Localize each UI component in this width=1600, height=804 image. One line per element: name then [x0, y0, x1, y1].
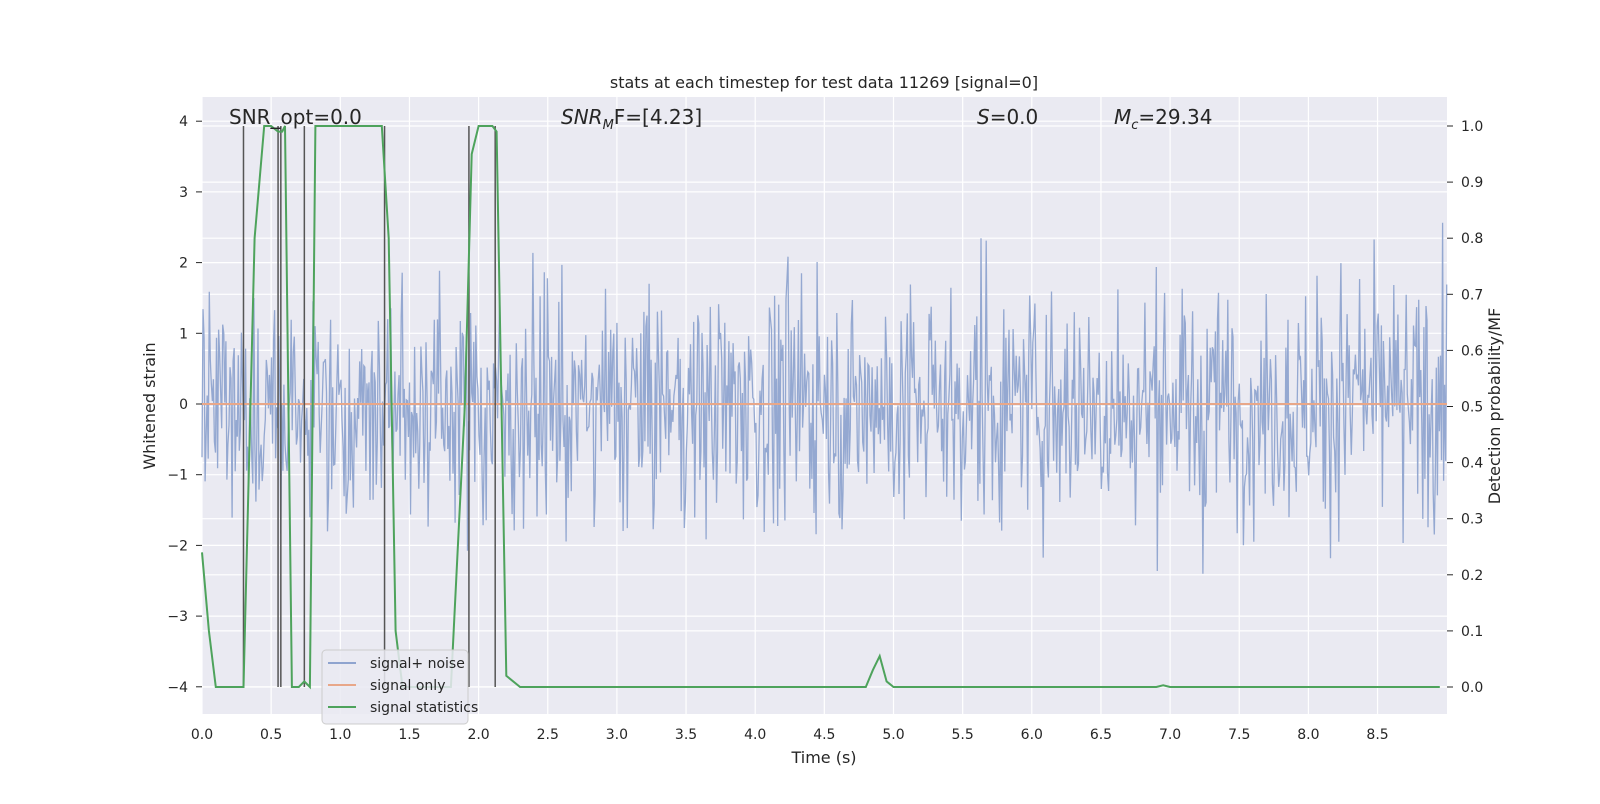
x-tick-label: 0.0 — [191, 727, 213, 743]
y2-tick-label: 0.4 — [1461, 456, 1483, 472]
chart-title: stats at each timestep for test data 112… — [610, 73, 1038, 92]
x-tick-label: 4.0 — [744, 727, 766, 743]
x-tick-label: 3.0 — [606, 727, 628, 743]
x-tick-label: 5.5 — [952, 727, 974, 743]
x-tick-label: 5.0 — [882, 727, 904, 743]
snr-mf-annotation: SNRMF=[4.23] — [561, 105, 702, 133]
x-tick-label: 2.5 — [537, 727, 559, 743]
legend-box — [321, 649, 469, 725]
x-axis-label: Time (s) — [790, 748, 856, 767]
y-axis-label: Whitened strain — [140, 342, 159, 469]
x-ticks: 0.0 0.5 1.0 1.5 2.0 2.5 3.0 3.5 4.0 4.5 5.0 5.5 6.0 6… — [191, 727, 1389, 743]
legend: signal+ noise signal only signal statist… — [321, 649, 478, 725]
y2-tick-label: 0.6 — [1461, 343, 1483, 359]
y-tick-label: 3 — [179, 185, 188, 201]
y2-tick-label: 0.0 — [1461, 680, 1483, 696]
x-tick-label: 8.5 — [1366, 727, 1388, 743]
y2-tick-label: 0.3 — [1461, 512, 1483, 528]
y-tick-label: −3 — [167, 609, 188, 625]
legend-label-signal: signal only — [370, 678, 445, 694]
y-ticks: 4 3 2 1 0 −1 −2 −3 −4 — [167, 114, 202, 696]
y2-axis-label: Detection probability/MF — [1485, 308, 1504, 505]
x-tick-label: 6.0 — [1021, 727, 1043, 743]
x-tick-label: 3.5 — [675, 727, 697, 743]
y2-tick-label: 0.8 — [1461, 231, 1483, 247]
y2-tick-label: 0.1 — [1461, 624, 1483, 640]
mc-annotation: Mc=29.34 — [1114, 105, 1212, 133]
legend-label-stats: signal statistics — [370, 700, 478, 716]
threshold-crossings — [242, 126, 496, 687]
noise-trace — [201, 222, 1448, 574]
x-tick-label: 8.0 — [1297, 727, 1319, 743]
y2-ticks: 1.0 0.9 0.8 0.7 0.6 0.5 0.4 0.3 0.2 0.1 0.0 — [1447, 119, 1483, 696]
y-tick-label: 2 — [179, 256, 188, 272]
x-tick-label: 4.5 — [813, 727, 835, 743]
y2-tick-label: 1.0 — [1461, 119, 1483, 135]
x-tick-label: 0.5 — [260, 727, 282, 743]
y-tick-label: 1 — [179, 326, 188, 342]
x-tick-label: 1.0 — [329, 727, 351, 743]
x-tick-label: 7.5 — [1228, 727, 1250, 743]
y-tick-label: −4 — [167, 680, 188, 696]
y2-tick-label: 0.9 — [1461, 175, 1483, 191]
y-tick-label: −1 — [167, 468, 188, 484]
series-signal-noise — [201, 222, 1448, 574]
y-tick-label: 0 — [179, 397, 188, 413]
x-tick-label: 7.0 — [1159, 727, 1181, 743]
y-tick-label: 4 — [179, 114, 188, 130]
x-tick-label: 2.0 — [467, 727, 489, 743]
s-annotation: S=0.0 — [977, 105, 1038, 129]
y2-tick-label: 0.2 — [1461, 568, 1483, 584]
snr-opt-annotation: SNR_opt=0.0 — [229, 105, 362, 129]
x-tick-label: 6.5 — [1090, 727, 1112, 743]
y2-tick-label: 0.7 — [1461, 287, 1483, 303]
y-tick-label: −2 — [167, 538, 188, 554]
legend-label-noise: signal+ noise — [370, 656, 465, 672]
y2-tick-label: 0.5 — [1461, 400, 1483, 416]
x-tick-label: 1.5 — [398, 727, 420, 743]
